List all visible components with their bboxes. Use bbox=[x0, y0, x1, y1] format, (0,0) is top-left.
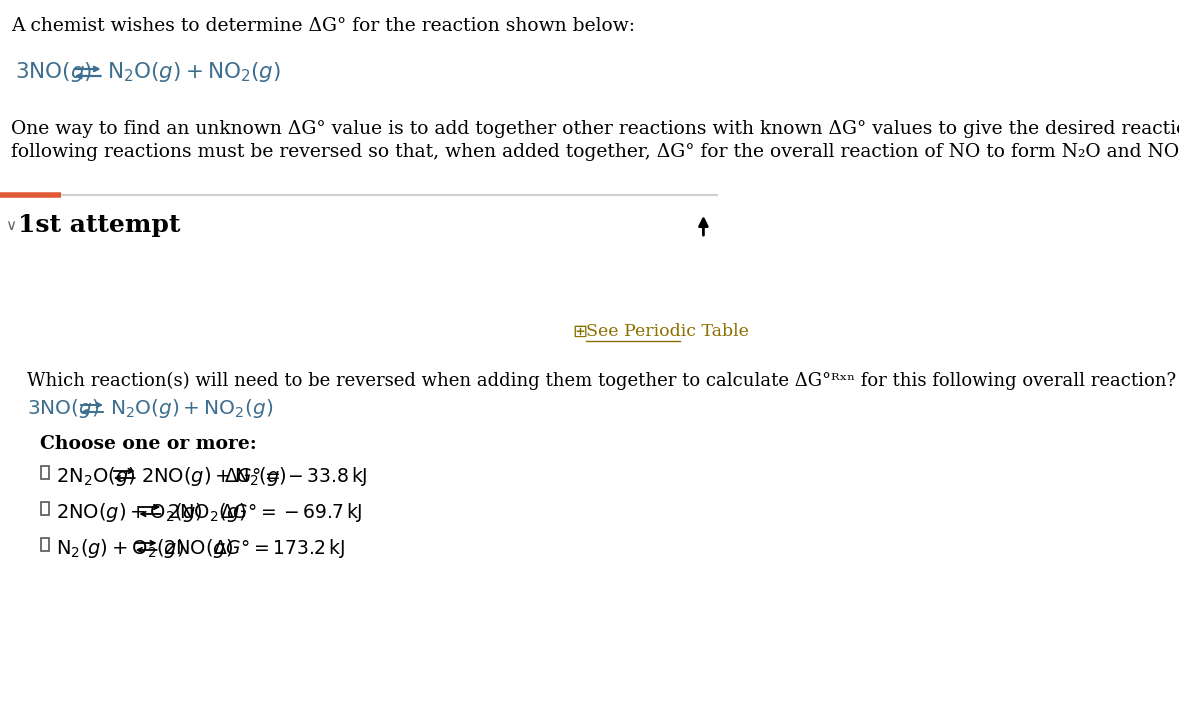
Text: Which reaction(s) will need to be reversed when adding them together to calculat: Which reaction(s) will need to be revers… bbox=[27, 372, 1177, 391]
Text: $2\mathrm{NO}(g)+\mathrm{O_2}(g)$: $2\mathrm{NO}(g)+\mathrm{O_2}(g)$ bbox=[57, 501, 203, 524]
Text: 1st attempt: 1st attempt bbox=[18, 213, 180, 237]
Text: $\mathrm{N_2O}(g)+\mathrm{NO_2}(g)$: $\mathrm{N_2O}(g)+\mathrm{NO_2}(g)$ bbox=[107, 60, 282, 84]
Text: A chemist wishes to determine ΔG° for the reaction shown below:: A chemist wishes to determine ΔG° for th… bbox=[11, 17, 635, 35]
Text: ⊞: ⊞ bbox=[573, 323, 587, 341]
Text: $2\mathrm{NO_2}(g)$: $2\mathrm{NO_2}(g)$ bbox=[167, 501, 246, 524]
Text: See Periodic Table: See Periodic Table bbox=[586, 323, 749, 340]
Text: $3\mathrm{NO}(g)$: $3\mathrm{NO}(g)$ bbox=[27, 397, 100, 420]
Text: Choose one or more:: Choose one or more: bbox=[40, 435, 256, 453]
FancyBboxPatch shape bbox=[41, 538, 50, 551]
Text: $2\mathrm{N_2O}(g)$: $2\mathrm{N_2O}(g)$ bbox=[57, 465, 136, 488]
Text: $\mathrm{N_2O}(g)+\mathrm{NO_2}(g)$: $\mathrm{N_2O}(g)+\mathrm{NO_2}(g)$ bbox=[110, 397, 272, 420]
Text: $2\mathrm{NO}(g)+\mathrm{N_2}(g)$: $2\mathrm{NO}(g)+\mathrm{N_2}(g)$ bbox=[141, 465, 288, 488]
Text: following reactions must be reversed so that, when added together, ΔG° for the o: following reactions must be reversed so … bbox=[11, 143, 1179, 161]
FancyBboxPatch shape bbox=[41, 502, 50, 515]
Text: One way to find an unknown ΔG° value is to add together other reactions with kno: One way to find an unknown ΔG° value is … bbox=[11, 120, 1179, 138]
Text: $\mathrm{N_2}(g)+\mathrm{O_2}(g)$: $\mathrm{N_2}(g)+\mathrm{O_2}(g)$ bbox=[57, 537, 184, 560]
Text: $\Delta G° = -69.7\,\mathrm{kJ}$: $\Delta G° = -69.7\,\mathrm{kJ}$ bbox=[220, 501, 363, 524]
Text: $\Delta G° = 173.2\,\mathrm{kJ}$: $\Delta G° = 173.2\,\mathrm{kJ}$ bbox=[213, 537, 345, 560]
Text: $2\mathrm{NO}(g)$: $2\mathrm{NO}(g)$ bbox=[163, 537, 233, 560]
Text: ∨: ∨ bbox=[5, 218, 17, 233]
FancyBboxPatch shape bbox=[41, 466, 50, 479]
Text: $\Delta G° = -33.8\,\mathrm{kJ}$: $\Delta G° = -33.8\,\mathrm{kJ}$ bbox=[224, 465, 367, 488]
Text: $3\mathrm{NO}(g)$: $3\mathrm{NO}(g)$ bbox=[14, 60, 92, 84]
